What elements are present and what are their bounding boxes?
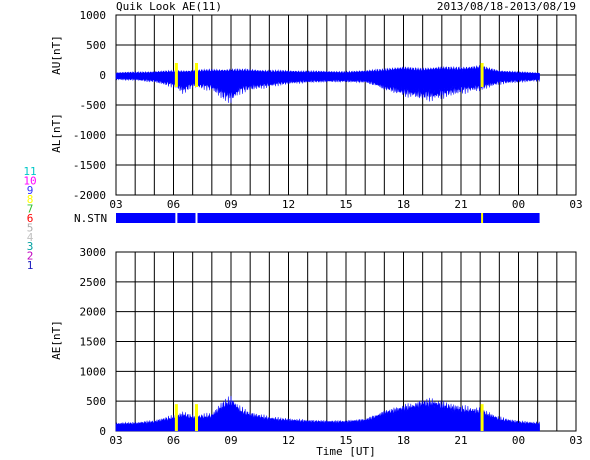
au-al-ytick-label: 500 <box>86 39 106 52</box>
ae-area <box>115 395 540 432</box>
au-al-ytick-label: -1500 <box>73 159 106 172</box>
station-bar-gap <box>175 213 178 223</box>
ae-ytick-label: 1000 <box>80 365 107 378</box>
station-count-label: N.STN <box>74 212 107 225</box>
au-al-ytick-label: -1000 <box>73 129 106 142</box>
station-legend-item: 3 <box>27 240 34 253</box>
station-count-bar <box>116 213 540 223</box>
ae-ytick-label: 500 <box>86 395 106 408</box>
ae-xtick-label: 15 <box>339 434 352 447</box>
ae-xtick-label: 12 <box>282 434 295 447</box>
ae-xtick-label: 18 <box>397 434 410 447</box>
au-al-xtick-label: 12 <box>282 198 295 211</box>
au-al-xtick-label: 21 <box>454 198 467 211</box>
au-axis-label: AU[nT] <box>50 35 63 75</box>
station-legend-item: 4 <box>27 231 34 244</box>
station-legend-item: 8 <box>27 193 34 206</box>
ae-ytick-label: 2000 <box>80 306 107 319</box>
ae-xtick-label: 09 <box>224 434 237 447</box>
au-al-ytick-label: 0 <box>99 69 106 82</box>
au-al-ytick-label: -2000 <box>73 189 106 202</box>
au-al-xtick-label: 03 <box>109 198 122 211</box>
au-al-data-gap <box>174 63 178 87</box>
ae-ytick-label: 1500 <box>80 336 107 349</box>
ae-data-gap <box>174 404 178 431</box>
station-bar-gap <box>195 213 198 223</box>
ae-xtick-label: 06 <box>167 434 180 447</box>
au-al-ytick-label: 1000 <box>80 9 107 22</box>
au-al-xtick-label: 09 <box>224 198 237 211</box>
station-legend-item: 2 <box>27 250 34 263</box>
station-bar-panel <box>116 213 540 223</box>
ae-ytick-label: 2500 <box>80 276 107 289</box>
station-legend-item: 1 <box>27 259 34 272</box>
au-al-xtick-label: 18 <box>397 198 410 211</box>
ae-data-gap <box>195 404 198 431</box>
au-al-xtick-label: 15 <box>339 198 352 211</box>
chart-title: Quik Look AE(11) <box>116 0 222 13</box>
ae-axis-label: AE[nT] <box>50 320 63 360</box>
station-legend-item: 11 <box>23 165 36 178</box>
ae-data-gap <box>480 404 484 431</box>
au-al-ytick-label: -500 <box>80 99 107 112</box>
station-legend-item: 7 <box>27 203 34 216</box>
station-legend-item: 6 <box>27 212 34 225</box>
ae-ytick-label: 3000 <box>80 246 107 259</box>
au-al-xtick-label: 06 <box>167 198 180 211</box>
x-axis-label: Time [UT] <box>316 445 376 458</box>
al-axis-label: AL[nT] <box>50 113 63 153</box>
au-al-data-gap <box>480 63 484 87</box>
au-al-data-gap <box>195 63 198 87</box>
ae-xtick-label: 00 <box>512 434 525 447</box>
station-legend-item: 5 <box>27 221 34 234</box>
date-range: 2013/08/18-2013/08/19 <box>437 0 576 13</box>
ae-xtick-label: 03 <box>569 434 582 447</box>
ae-ytick-label: 0 <box>99 425 106 438</box>
ae-xtick-label: 21 <box>454 434 467 447</box>
ae-xtick-label: 03 <box>109 434 122 447</box>
station-legend-item: 9 <box>27 184 34 197</box>
au-al-xtick-label: 03 <box>569 198 582 211</box>
au-al-envelope <box>115 65 540 103</box>
station-bar-gap <box>481 213 484 223</box>
au-al-xtick-label: 00 <box>512 198 525 211</box>
station-legend-item: 10 <box>23 174 36 187</box>
